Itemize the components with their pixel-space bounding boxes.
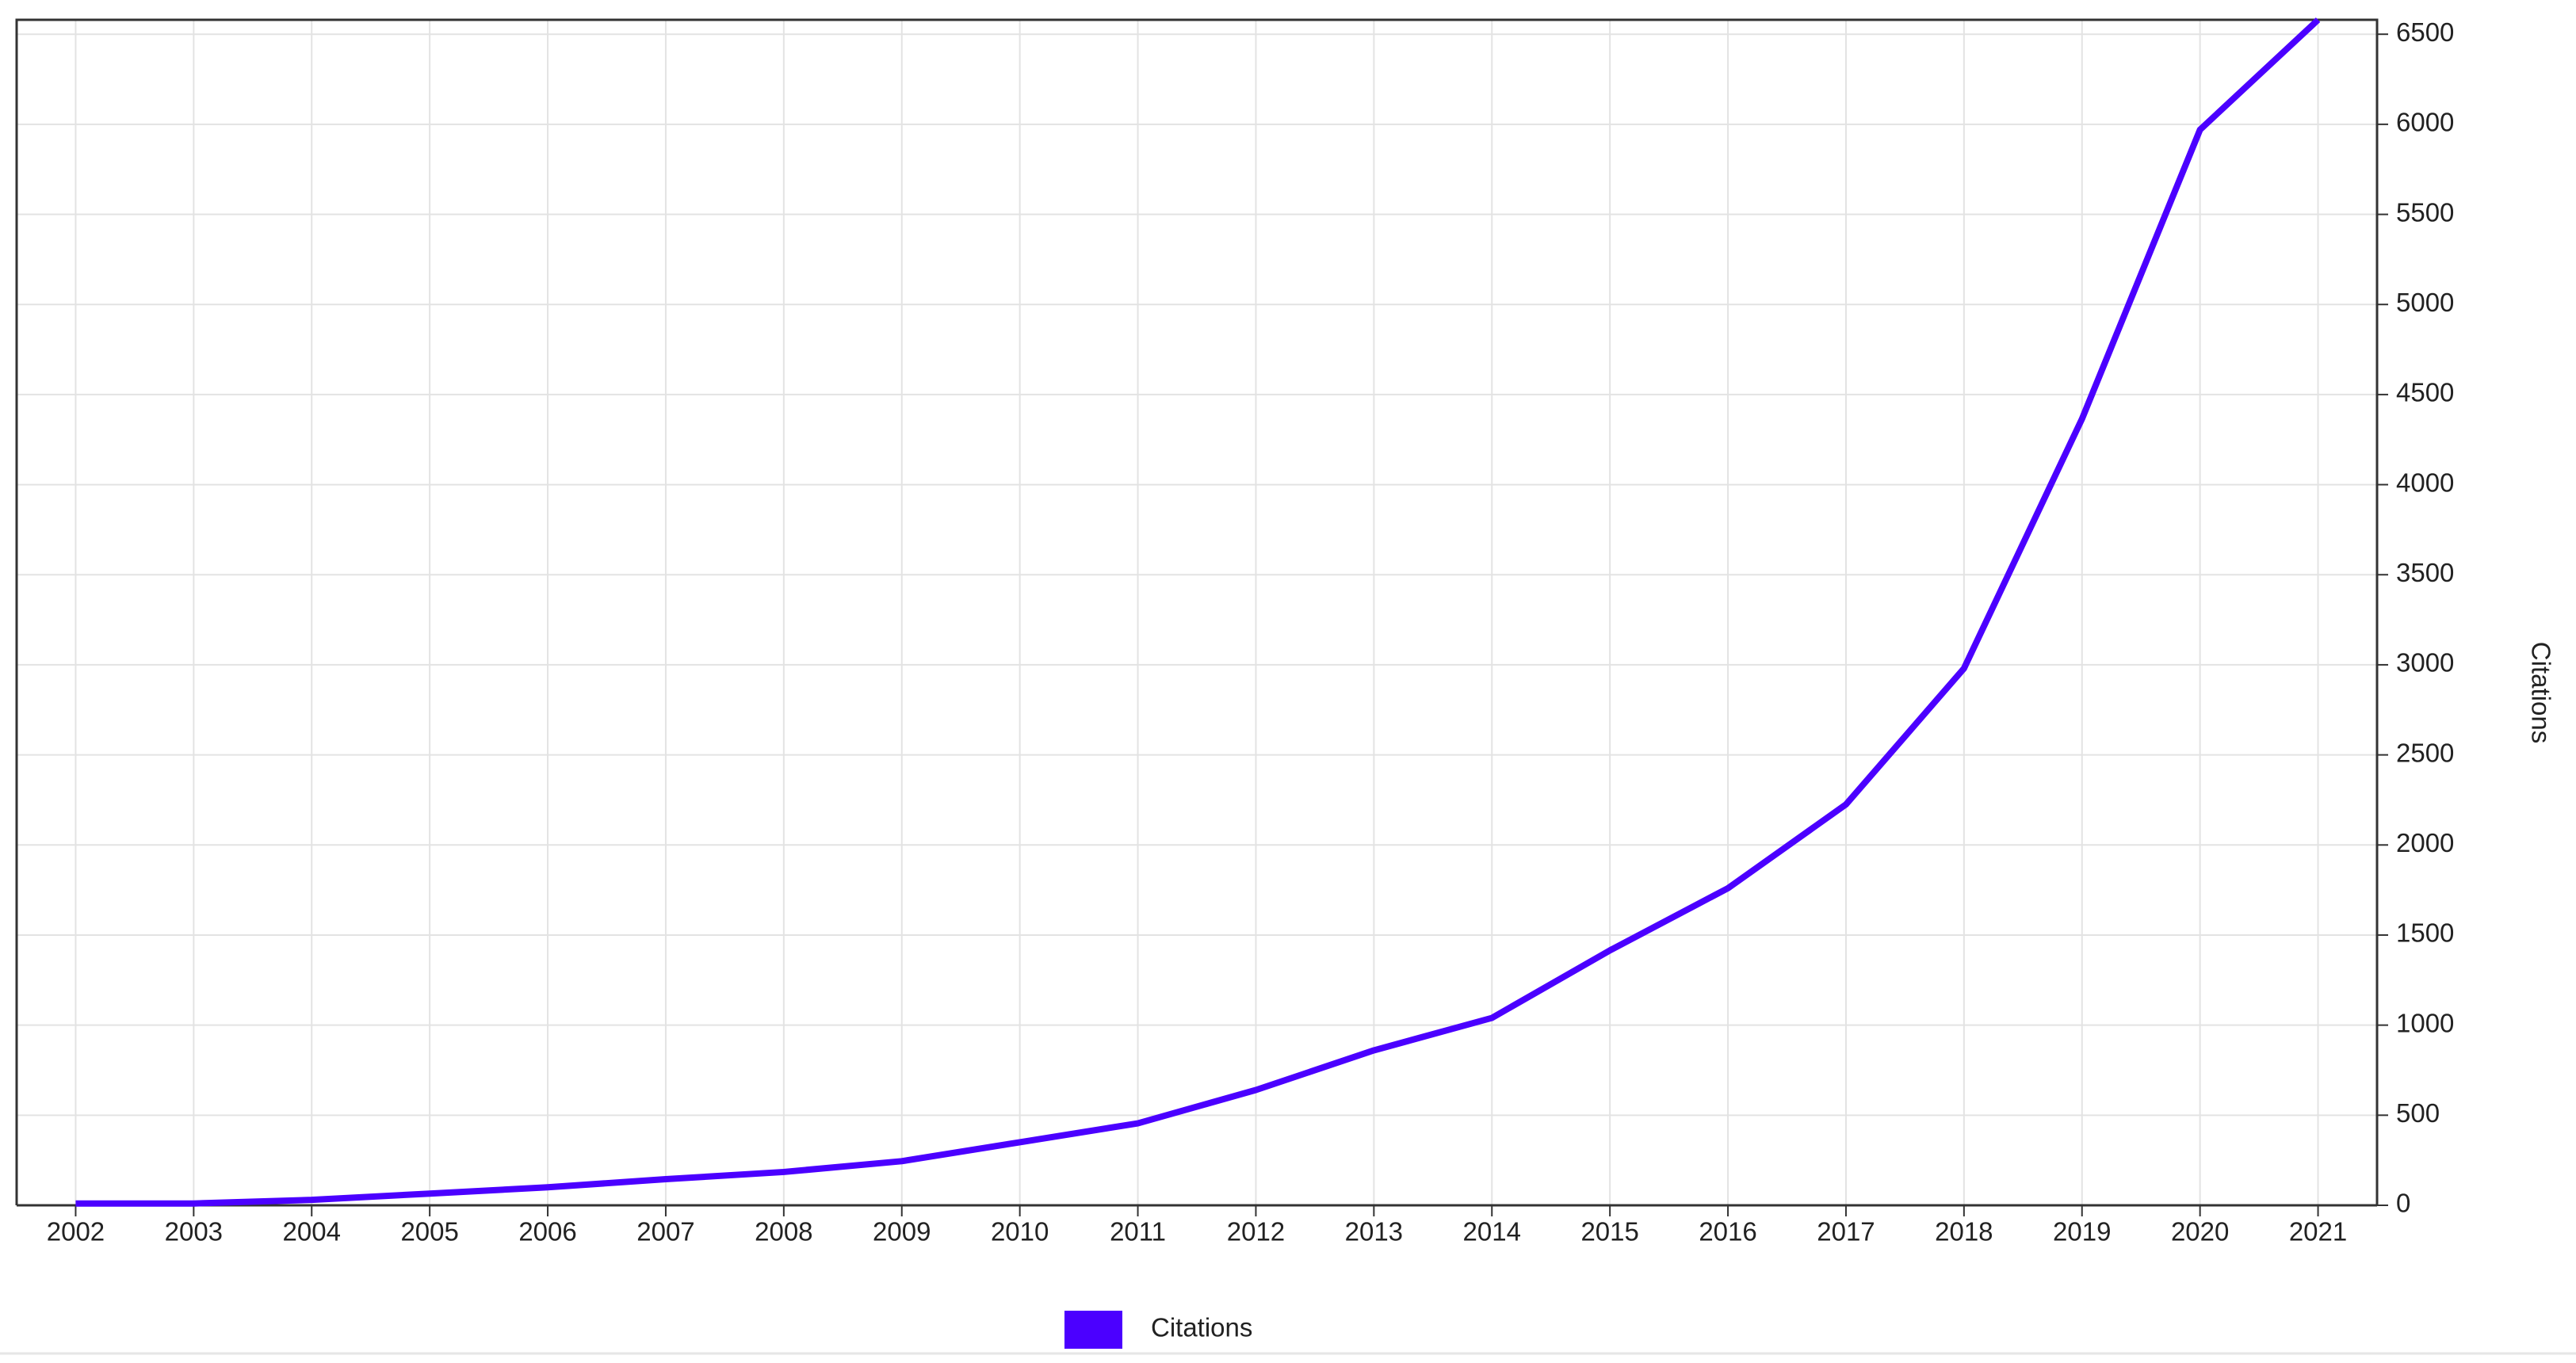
x-tick-label: 2005 — [400, 1217, 458, 1247]
x-tick-label: 2007 — [636, 1217, 694, 1247]
plot-frame — [15, 18, 2379, 1205]
x-tick-label: 2006 — [518, 1217, 576, 1247]
y-tick-label: 3500 — [2396, 558, 2454, 587]
line — [75, 17, 2321, 1207]
y-tick-label: 4000 — [2396, 468, 2454, 497]
legend-label: Citations — [1151, 1313, 1252, 1342]
y-tick-label: 4500 — [2396, 378, 2454, 407]
y-tick-label: 2500 — [2396, 738, 2454, 767]
x-tick-label: 2003 — [165, 1217, 223, 1247]
x-tick-label: 2009 — [873, 1217, 931, 1247]
x-tick-label: 2016 — [1699, 1217, 1756, 1247]
y-tick-label: 6000 — [2396, 108, 2454, 137]
y-tick-label: 5000 — [2396, 288, 2454, 317]
x-tick-label: 2011 — [1110, 1217, 1166, 1247]
x-tick-label: 2004 — [283, 1217, 341, 1247]
y-tick-label: 1000 — [2396, 1008, 2454, 1037]
x-tick-label: 2010 — [991, 1217, 1049, 1247]
x-tick-label: 2014 — [1463, 1217, 1521, 1247]
x-tick-label: 2020 — [2171, 1217, 2229, 1247]
x-tick-label: 2002 — [47, 1217, 105, 1247]
y-tick-label: 1500 — [2396, 918, 2454, 948]
y-tick-label: 3000 — [2396, 648, 2454, 678]
x-tick-label: 2021 — [2289, 1217, 2347, 1247]
y-axis-title: Citations — [2526, 642, 2555, 743]
legend-swatch — [1064, 1311, 1122, 1349]
x-tick-label: 2012 — [1227, 1217, 1285, 1247]
x-tick-label: 2013 — [1345, 1217, 1403, 1247]
y-tick-label: 6500 — [2396, 17, 2454, 47]
y-tick-label: 500 — [2396, 1098, 2440, 1128]
y-tick-label: 5500 — [2396, 197, 2454, 227]
x-tick-label: 2018 — [1935, 1217, 1993, 1247]
y-tick-label: 0 — [2396, 1189, 2410, 1218]
x-tick-label: 2008 — [755, 1217, 812, 1247]
x-tick-label: 2017 — [1817, 1217, 1875, 1247]
y-tick-label: 2000 — [2396, 828, 2454, 857]
x-tick-label: 2015 — [1580, 1217, 1638, 1247]
x-tick-label: 2019 — [2053, 1217, 2111, 1247]
